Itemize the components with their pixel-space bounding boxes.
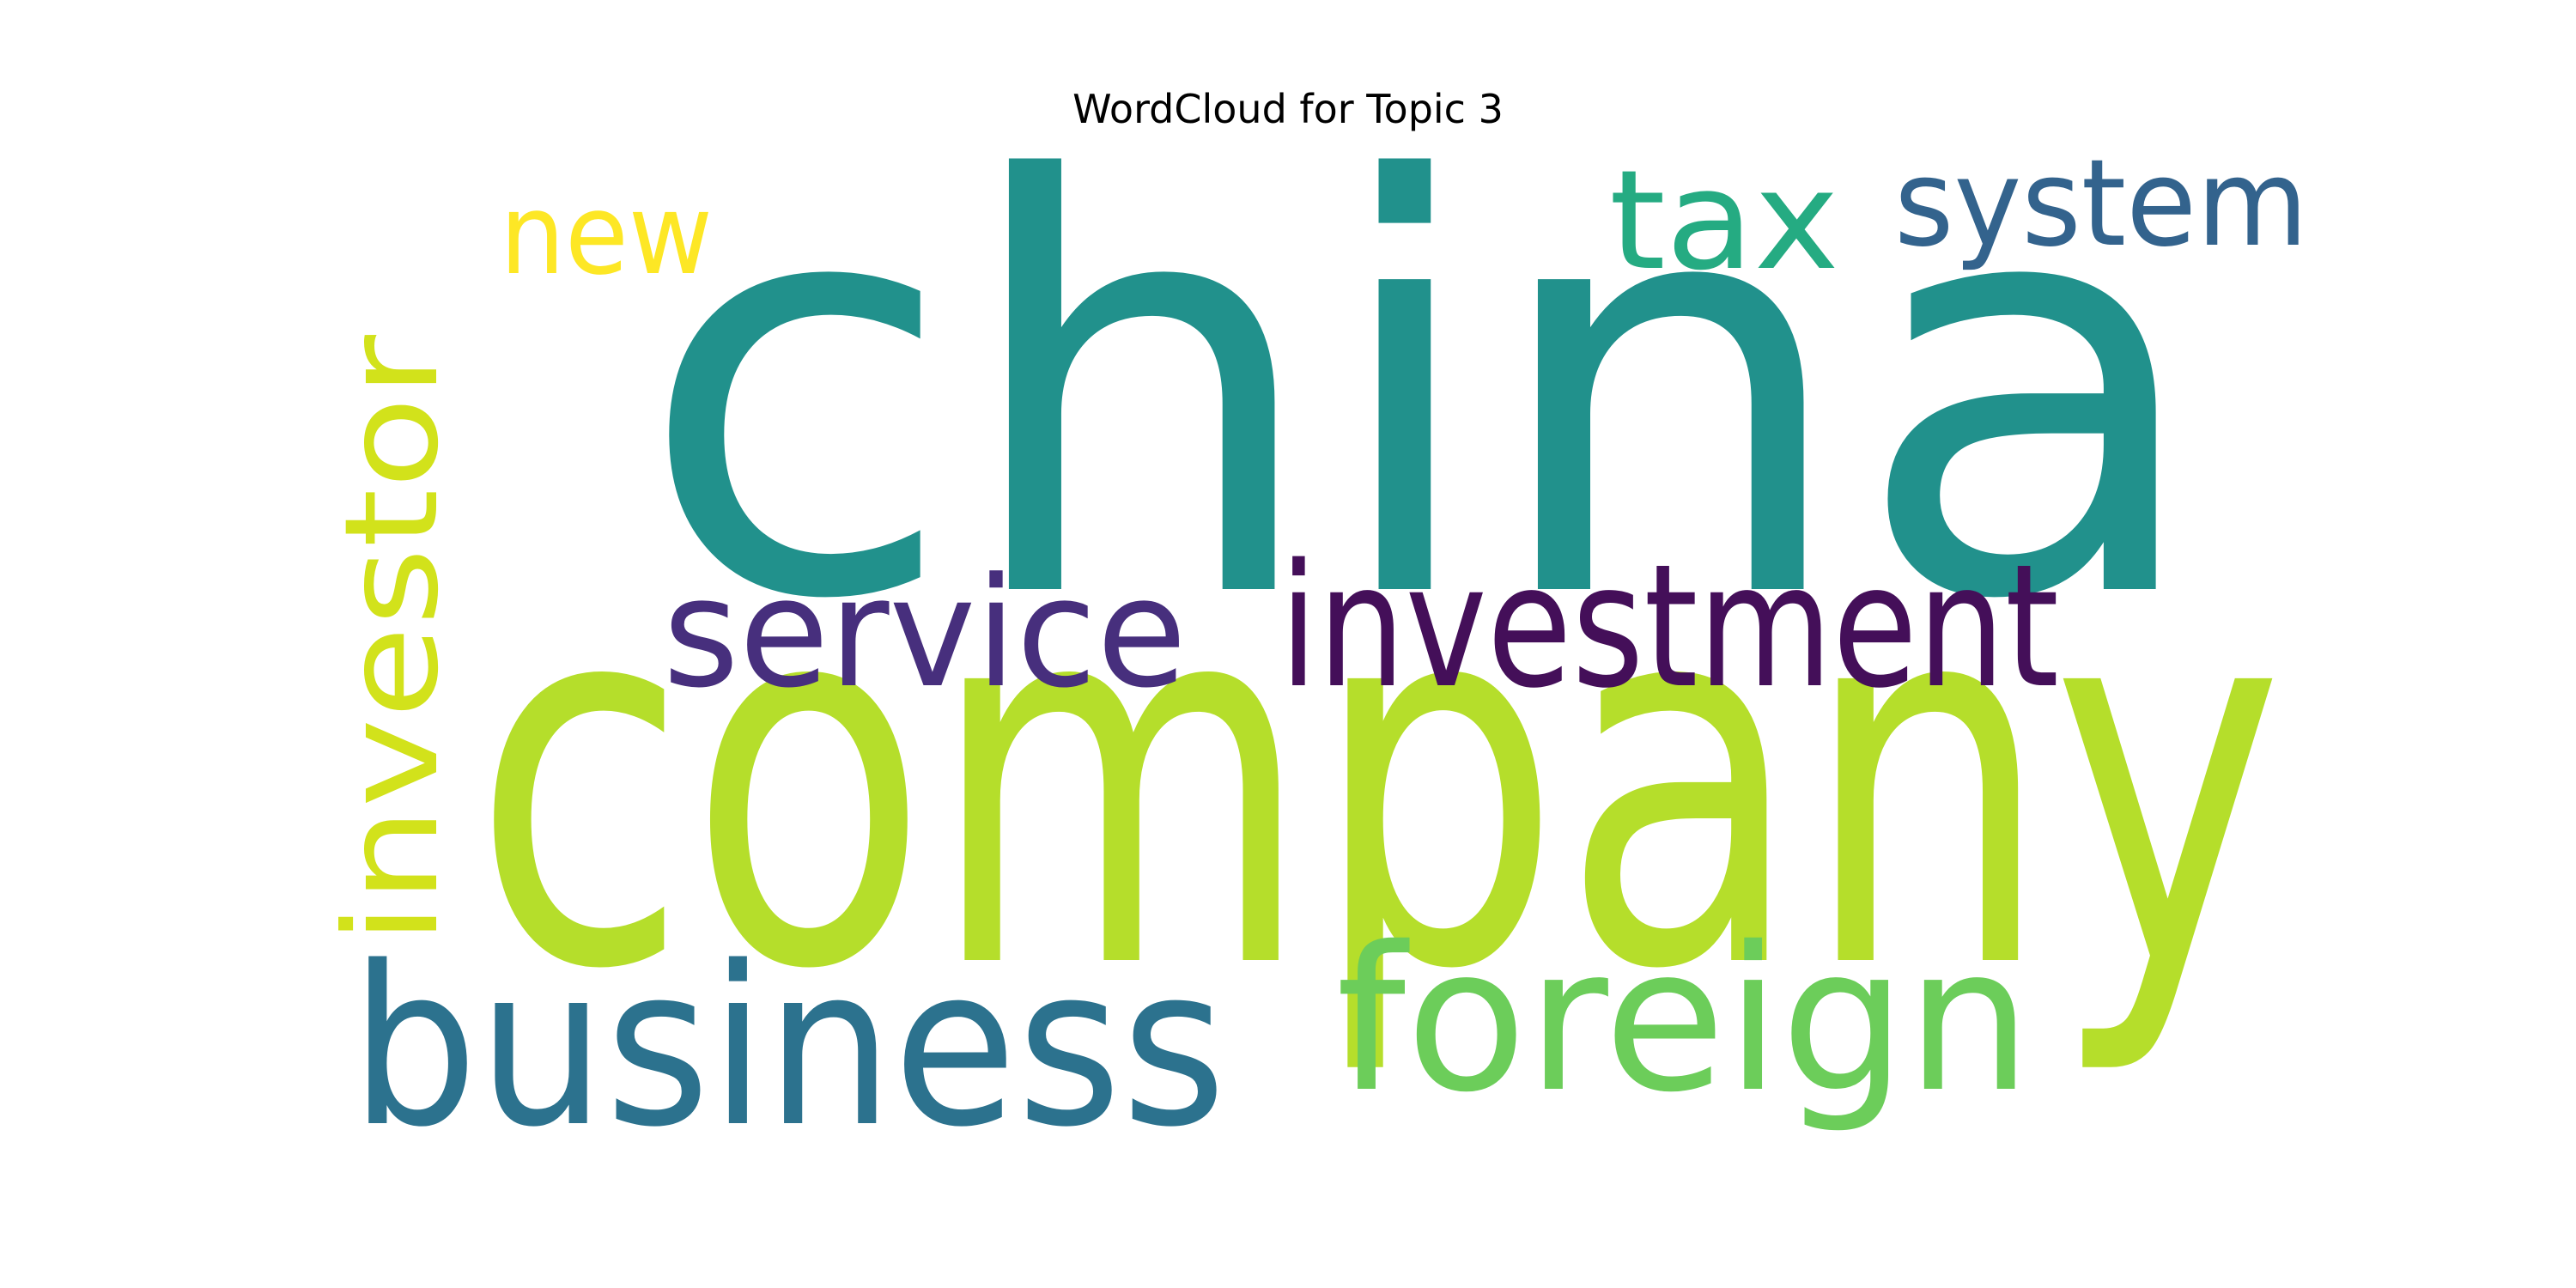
word-investor: investor [318,335,467,945]
word-investment: investment [1279,527,2059,726]
word-tax: tax [1609,140,1839,301]
word-foreign: foreign [1336,904,2032,1136]
word-new: new [500,169,713,300]
word-service: service [663,545,1187,721]
word-business: business [350,920,1226,1176]
word-system: system [1894,134,2308,274]
